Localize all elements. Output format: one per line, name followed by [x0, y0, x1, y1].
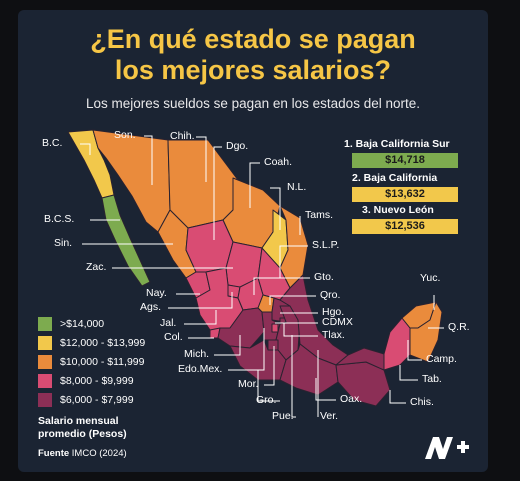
leader-mor	[264, 346, 275, 386]
state-dgo	[185, 219, 234, 273]
label-mor: Mor.	[238, 378, 259, 390]
rank-1-label: 1. Baja California Sur	[344, 138, 450, 150]
label-ags: Ags.	[140, 301, 162, 313]
label-son: Son.	[114, 129, 136, 141]
label-mich: Mich.	[184, 348, 210, 360]
label-col: Col.	[164, 331, 183, 343]
source-prefix: Fuente	[38, 448, 70, 459]
label-zac: Zac.	[86, 261, 107, 273]
label-dgo: Dgo.	[226, 140, 249, 152]
leader-oax	[315, 378, 336, 401]
leader-qro	[269, 295, 316, 305]
legend-swatch-3	[38, 355, 52, 369]
label-bcs: B.C.S.	[44, 213, 75, 225]
rank-2-value: $13,632	[352, 187, 458, 202]
label-bc: B.C.	[42, 137, 63, 149]
state-cdmx	[271, 323, 279, 333]
state-jal	[195, 267, 244, 331]
label-ver: Ver.	[320, 410, 339, 422]
label-tab: Tab.	[422, 373, 442, 385]
leader-tlax	[283, 323, 318, 337]
label-tams: Tams.	[305, 209, 334, 221]
mexico-map	[67, 129, 444, 418]
leader-chis	[389, 390, 406, 404]
label-camp: Camp.	[426, 353, 457, 365]
legend-swatch-5	[38, 393, 52, 407]
rank-2-label: 2. Baja California	[352, 172, 438, 184]
leader-tab	[399, 365, 418, 381]
leader-chih	[196, 136, 207, 182]
leader-lines	[80, 135, 444, 418]
leader-bc	[80, 143, 91, 155]
leader-slp	[279, 245, 308, 278]
nplus-logo: N+	[425, 437, 469, 459]
leader-jal	[184, 310, 217, 325]
infographic-card: ¿En qué estado se pagan los mejores sala…	[18, 10, 488, 472]
label-gto: Gto.	[314, 271, 334, 283]
label-pue: Pue.	[272, 410, 294, 422]
rank-3-value: $12,536	[352, 219, 458, 234]
leader-nl	[270, 187, 281, 230]
leader-son	[144, 135, 153, 185]
rank-1-value: $14,718	[352, 153, 458, 168]
legend-swatch-2	[38, 336, 52, 350]
label-gro: Gro.	[256, 394, 277, 406]
label-hgo: Hgo.	[322, 306, 345, 318]
legend-label-4: $8,000 - $9,999	[60, 375, 134, 387]
legend-label-2: $12,000 - $13,999	[60, 337, 146, 349]
label-chih: Chih.	[170, 130, 195, 142]
leader-pue	[291, 335, 296, 418]
label-yuc: Yuc.	[420, 272, 441, 284]
legend-swatch-4	[38, 374, 52, 388]
leader-camp	[407, 340, 422, 361]
state-camp	[383, 317, 411, 371]
source-note: Fuente IMCO (2024)	[38, 448, 127, 459]
leader-edomex	[228, 328, 265, 371]
legend-label-5: $6,000 - $7,999	[60, 394, 134, 406]
leader-ags	[168, 292, 233, 309]
legend-swatch-1	[38, 317, 52, 331]
label-cdmx: CDMX	[322, 316, 353, 328]
source-text: IMCO (2024)	[71, 448, 127, 459]
label-oax: Oax.	[340, 393, 363, 405]
label-nay: Nay.	[146, 287, 167, 299]
label-coah: Coah.	[264, 156, 293, 168]
leader-dgo	[213, 146, 222, 240]
rank-3-label: 3. Nuevo León	[362, 204, 434, 216]
label-qro: Qro.	[320, 289, 341, 301]
label-tlax: Tlax.	[322, 329, 345, 341]
label-jal: Jal.	[160, 317, 177, 329]
leader-coah	[249, 162, 260, 208]
legend-label-3: $10,000 - $11,999	[60, 356, 145, 368]
label-edomex: Edo.Mex.	[178, 363, 223, 375]
label-chis: Chis.	[410, 396, 434, 408]
leader-gto	[253, 277, 310, 295]
state-mor	[267, 339, 279, 351]
legend-title: Salario mensual promedio (Pesos)	[38, 415, 127, 440]
label-nl: N.L.	[287, 181, 307, 193]
label-slp: S.L.P.	[312, 239, 340, 251]
label-qr: Q.R.	[448, 321, 470, 333]
leader-mich	[214, 335, 241, 356]
page-title: ¿En qué estado se pagan los mejores sala…	[90, 24, 416, 85]
subtitle: Los mejores sueldos se pagan en los esta…	[86, 96, 420, 111]
label-sin: Sin.	[54, 237, 73, 249]
state-gro	[229, 339, 287, 381]
legend-label-1: >$14,000	[60, 318, 105, 330]
state-bcs	[101, 194, 151, 287]
state-qr	[409, 301, 443, 363]
leader-gro	[257, 370, 280, 402]
state-shapes	[67, 129, 443, 407]
